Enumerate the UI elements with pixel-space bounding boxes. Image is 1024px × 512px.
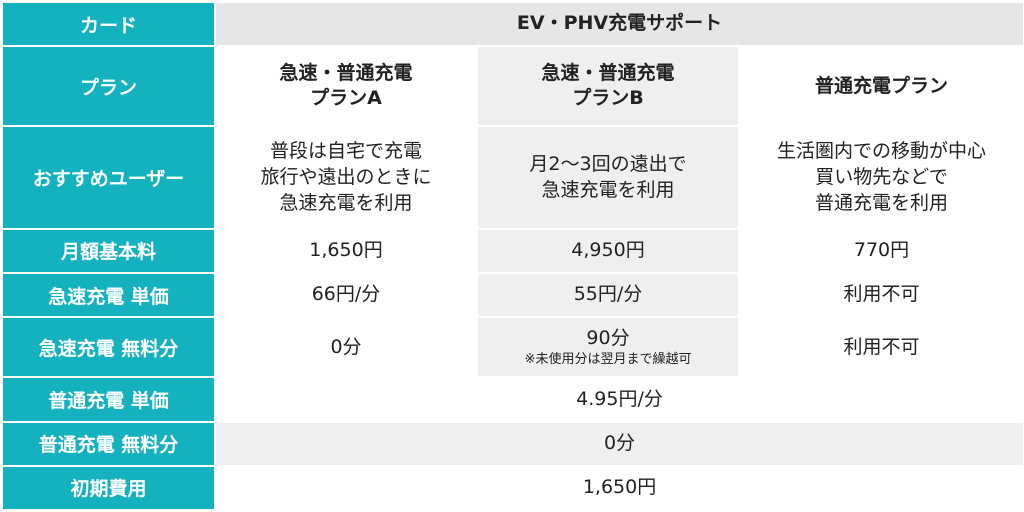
normal-unit-price-value: 4.95円/分 bbox=[213, 376, 1024, 423]
recommended-row: おすすめユーザー 普段は自宅で充電 旅行や遠出のときに 急速充電を利用 月2〜3… bbox=[1, 125, 1024, 230]
normal-plan-name: 普通充電プラン bbox=[737, 45, 1024, 128]
initial-fee-label: 初期費用 bbox=[1, 464, 216, 512]
plan-row-label: プラン bbox=[1, 45, 216, 128]
recommended-plan-b: 月2〜3回の遠出で 急速充電を利用 bbox=[476, 125, 740, 230]
monthly-fee-plan-a: 1,650円 bbox=[214, 227, 478, 275]
recommended-label: おすすめユーザー bbox=[1, 125, 216, 230]
recommended-plan-a: 普段は自宅で充電 旅行や遠出のときに 急速充電を利用 bbox=[214, 125, 478, 230]
monthly-fee-plan-b: 4,950円 bbox=[476, 227, 740, 275]
normal-free-row: 普通充電 無料分 0分 bbox=[1, 420, 1024, 467]
initial-fee-value: 1,650円 bbox=[213, 464, 1024, 512]
card-name: EV・PHV充電サポート bbox=[213, 0, 1024, 48]
initial-fee-row: 初期費用 1,650円 bbox=[1, 464, 1024, 512]
rapid-unit-price-label: 急速充電 単価 bbox=[1, 272, 216, 319]
normal-unit-price-row: 普通充電 単価 4.95円/分 bbox=[1, 376, 1024, 423]
monthly-fee-normal-plan: 770円 bbox=[737, 227, 1024, 275]
monthly-fee-label: 月額基本料 bbox=[1, 227, 216, 275]
rapid-unit-price-plan-b: 55円/分 bbox=[476, 272, 740, 319]
rapid-free-plan-b-cell: 90分 ※未使用分は翌月まで繰越可 bbox=[476, 316, 740, 379]
rapid-free-label: 急速充電 無料分 bbox=[1, 316, 216, 379]
normal-unit-price-label: 普通充電 単価 bbox=[1, 376, 216, 423]
rapid-free-plan-b: 90分 bbox=[586, 327, 630, 350]
rapid-unit-price-normal-plan: 利用不可 bbox=[737, 272, 1024, 319]
plan-b-name: 急速・普通充電 プランB bbox=[476, 45, 740, 128]
rapid-free-normal-plan: 利用不可 bbox=[737, 316, 1024, 379]
rapid-free-carryover-note: ※未使用分は翌月まで繰越可 bbox=[524, 351, 692, 367]
recommended-normal-plan: 生活圏内での移動が中心 買い物先などで 普通充電を利用 bbox=[737, 125, 1024, 230]
card-label: カード bbox=[1, 0, 216, 48]
rapid-free-row: 急速充電 無料分 0分 90分 ※未使用分は翌月まで繰越可 利用不可 bbox=[1, 316, 1024, 379]
normal-free-value: 0分 bbox=[213, 420, 1024, 467]
monthly-fee-row: 月額基本料 1,650円 4,950円 770円 bbox=[1, 227, 1024, 275]
normal-free-label: 普通充電 無料分 bbox=[1, 420, 216, 467]
plan-row: プラン 急速・普通充電 プランA 急速・普通充電 プランB 普通充電プラン bbox=[1, 45, 1024, 128]
rapid-unit-price-plan-a: 66円/分 bbox=[214, 272, 478, 319]
rapid-unit-price-row: 急速充電 単価 66円/分 55円/分 利用不可 bbox=[1, 272, 1024, 319]
header-row: カード EV・PHV充電サポート bbox=[1, 0, 1024, 48]
rapid-free-plan-a: 0分 bbox=[214, 316, 478, 379]
plan-a-name: 急速・普通充電 プランA bbox=[214, 45, 478, 128]
